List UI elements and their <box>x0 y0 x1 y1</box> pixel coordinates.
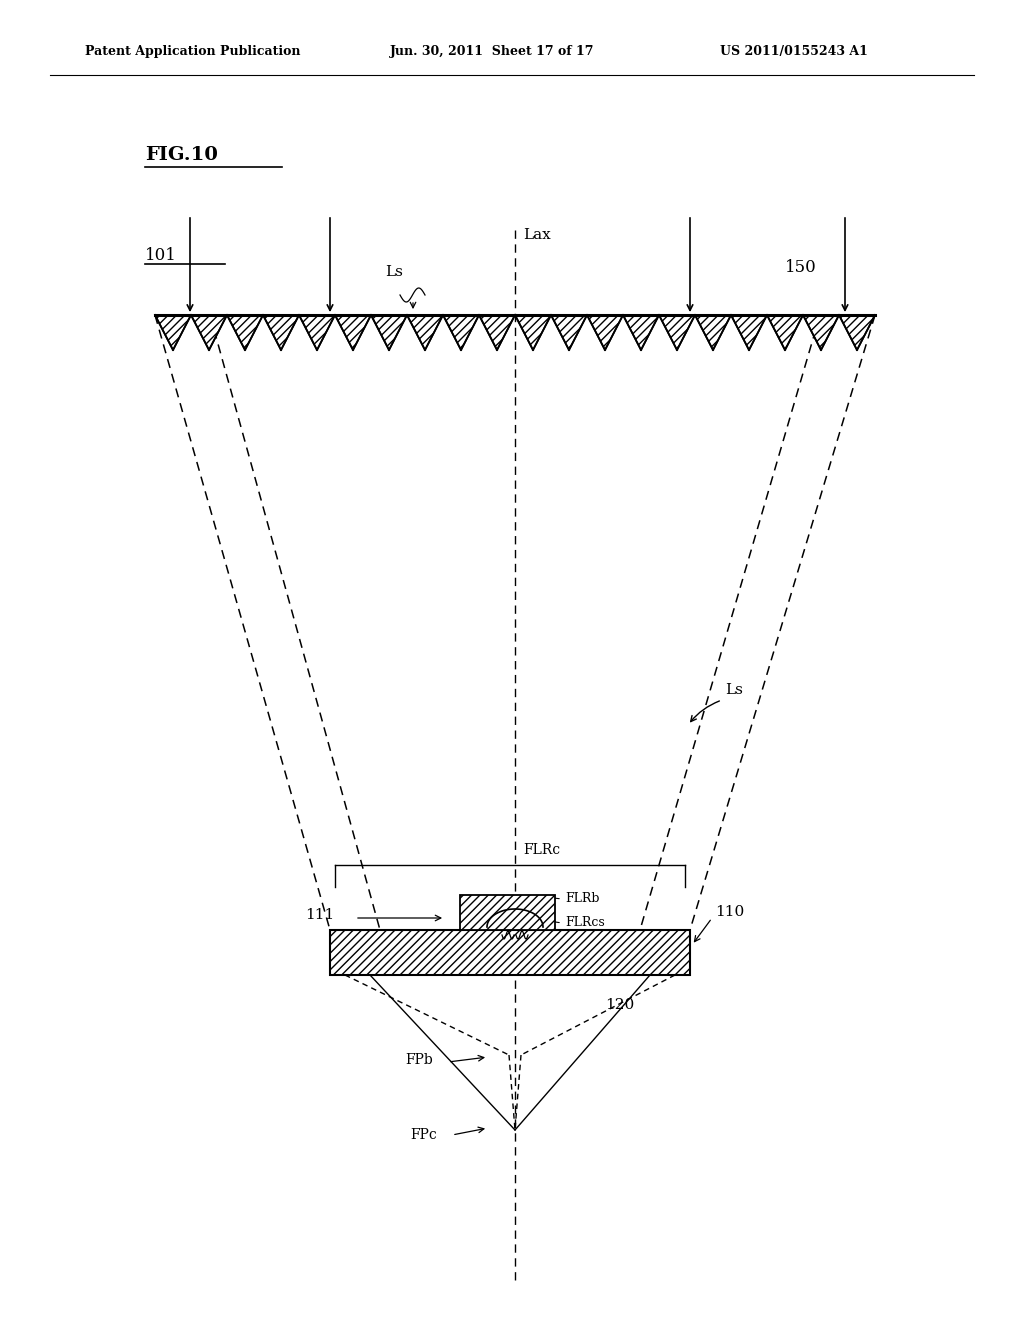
Text: FLRb: FLRb <box>565 891 599 904</box>
Text: FIG.10: FIG.10 <box>145 147 218 164</box>
Text: FPc: FPc <box>410 1129 437 1142</box>
Text: Jun. 30, 2011  Sheet 17 of 17: Jun. 30, 2011 Sheet 17 of 17 <box>390 45 595 58</box>
Text: Patent Application Publication: Patent Application Publication <box>85 45 300 58</box>
Text: 120: 120 <box>605 998 634 1012</box>
Text: Ls: Ls <box>385 265 402 279</box>
Text: 101: 101 <box>145 247 177 264</box>
Text: 111: 111 <box>305 908 334 921</box>
Bar <box>460 895 555 931</box>
Text: Ls: Ls <box>725 682 742 697</box>
Text: FLRc: FLRc <box>523 843 560 857</box>
Text: 150: 150 <box>785 260 817 276</box>
Bar <box>330 931 690 975</box>
Polygon shape <box>155 315 874 350</box>
Text: Lax: Lax <box>523 228 551 242</box>
Text: FLRcs: FLRcs <box>565 916 605 928</box>
Text: FPb: FPb <box>406 1053 433 1067</box>
Text: US 2011/0155243 A1: US 2011/0155243 A1 <box>720 45 868 58</box>
Text: 110: 110 <box>715 906 744 919</box>
